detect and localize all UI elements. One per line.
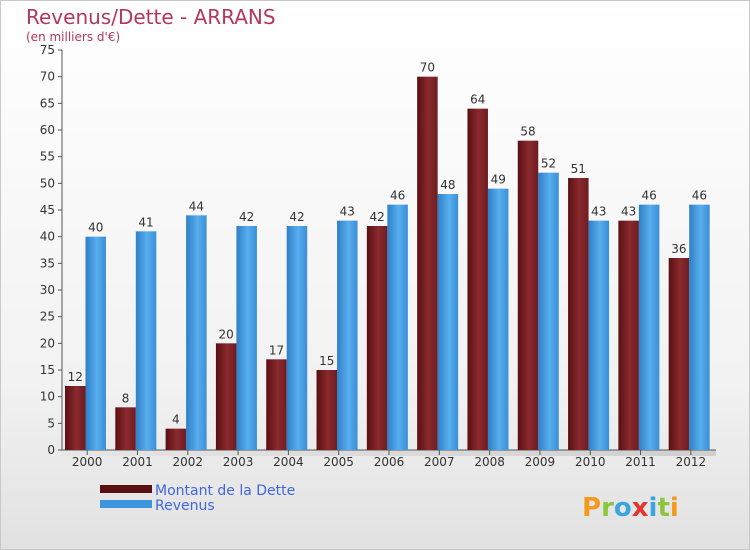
y-tick-label: 45 <box>40 203 55 217</box>
data-label: 46 <box>692 189 707 203</box>
x-tick-label: 2010 <box>575 455 606 469</box>
bar-dette <box>316 370 338 450</box>
x-tick-label: 2008 <box>474 455 505 469</box>
legend-label: Revenus <box>155 498 215 514</box>
data-label: 15 <box>319 354 334 368</box>
data-label: 8 <box>122 391 130 405</box>
y-tick-label: 25 <box>40 310 55 324</box>
bar-revenus <box>437 194 459 450</box>
bar-revenus <box>236 226 257 450</box>
chart-subtitle: (en milliers d'€) <box>26 30 120 44</box>
data-label: 64 <box>470 93 485 107</box>
bar-dette <box>115 407 136 450</box>
data-label: 36 <box>671 242 686 256</box>
data-label: 46 <box>641 189 656 203</box>
y-tick-label: 30 <box>40 283 55 297</box>
bar-dette <box>517 140 539 450</box>
y-tick-label: 65 <box>40 96 55 110</box>
legend-swatch-dette <box>100 485 152 493</box>
chart-title: Revenus/Dette - ARRANS <box>26 5 276 29</box>
x-tick-label: 2005 <box>323 455 354 469</box>
bar-dette <box>65 386 86 450</box>
plot-area: 0 5 10 15 20 25 30 35 40 45 50 55 60 65 70 75 12 40 2000 8 4… <box>40 43 716 469</box>
y-tick-label: 70 <box>40 70 55 84</box>
x-tick-label: 2011 <box>625 455 656 469</box>
data-label: 46 <box>390 189 405 203</box>
y-tick-label: 20 <box>40 336 55 350</box>
bar-dette <box>266 359 287 450</box>
x-tick-label: 2001 <box>122 455 153 469</box>
bar-revenus <box>135 231 157 450</box>
svg-text:Proxiti: Proxiti <box>582 493 679 523</box>
y-tick-label: 75 <box>40 43 55 57</box>
y-tick-label: 15 <box>40 363 55 377</box>
y-tick-label: 40 <box>40 230 55 244</box>
bar-dette <box>417 76 438 451</box>
y-tick-label: 10 <box>40 390 55 404</box>
legend-label: Montant de la Dette <box>155 483 295 499</box>
data-label: 58 <box>520 125 535 139</box>
data-label: 12 <box>68 370 83 384</box>
bar-revenus <box>538 172 559 450</box>
data-label: 20 <box>219 327 234 341</box>
x-tick-label: 2003 <box>223 455 254 469</box>
data-label: 42 <box>289 210 304 224</box>
data-label: 48 <box>440 178 455 192</box>
data-label: 42 <box>239 210 254 224</box>
data-label: 43 <box>621 205 636 219</box>
bar-revenus <box>186 215 207 450</box>
y-tick-label: 5 <box>47 416 55 430</box>
y-tick-label: 35 <box>40 256 55 270</box>
x-tick-label: 2006 <box>374 455 405 469</box>
data-label: 43 <box>340 205 355 219</box>
data-label: 44 <box>189 199 204 213</box>
bar-revenus <box>387 204 408 450</box>
bar-revenus <box>487 188 509 450</box>
x-tick-label: 2012 <box>676 455 707 469</box>
data-label: 49 <box>491 173 506 187</box>
bar-dette <box>165 428 187 450</box>
legend-swatch-revenus <box>100 500 152 508</box>
bar-dette <box>568 178 589 450</box>
data-label: 17 <box>269 343 284 357</box>
data-label: 42 <box>369 210 384 224</box>
data-label: 52 <box>541 157 556 171</box>
x-tick-label: 2000 <box>72 455 103 469</box>
data-label: 70 <box>420 61 435 75</box>
data-label: 41 <box>138 215 153 229</box>
x-tick-label: 2004 <box>273 455 304 469</box>
bar-dette <box>467 108 488 451</box>
bar-revenus <box>337 220 358 450</box>
y-tick-label: 60 <box>40 123 55 137</box>
data-label: 40 <box>88 221 103 235</box>
bar-dette <box>668 258 690 450</box>
bar-revenus <box>638 204 660 450</box>
data-label: 43 <box>591 205 606 219</box>
x-tick-label: 2009 <box>525 455 556 469</box>
bar-revenus <box>85 236 106 450</box>
y-tick-label: 0 <box>47 443 55 457</box>
y-tick-label: 55 <box>40 150 55 164</box>
bar-revenus <box>689 204 710 450</box>
proxiti-logo: Proxiti <box>582 493 679 523</box>
data-label: 51 <box>571 162 586 176</box>
bar-dette <box>215 343 237 450</box>
bar-revenus <box>286 226 308 450</box>
bar-dette <box>366 226 388 450</box>
bar-dette <box>618 220 639 450</box>
data-label: 4 <box>172 413 180 427</box>
x-tick-label: 2002 <box>172 455 203 469</box>
x-tick-label: 2007 <box>424 455 455 469</box>
bar-revenus <box>588 220 610 450</box>
y-tick-label: 50 <box>40 176 55 190</box>
